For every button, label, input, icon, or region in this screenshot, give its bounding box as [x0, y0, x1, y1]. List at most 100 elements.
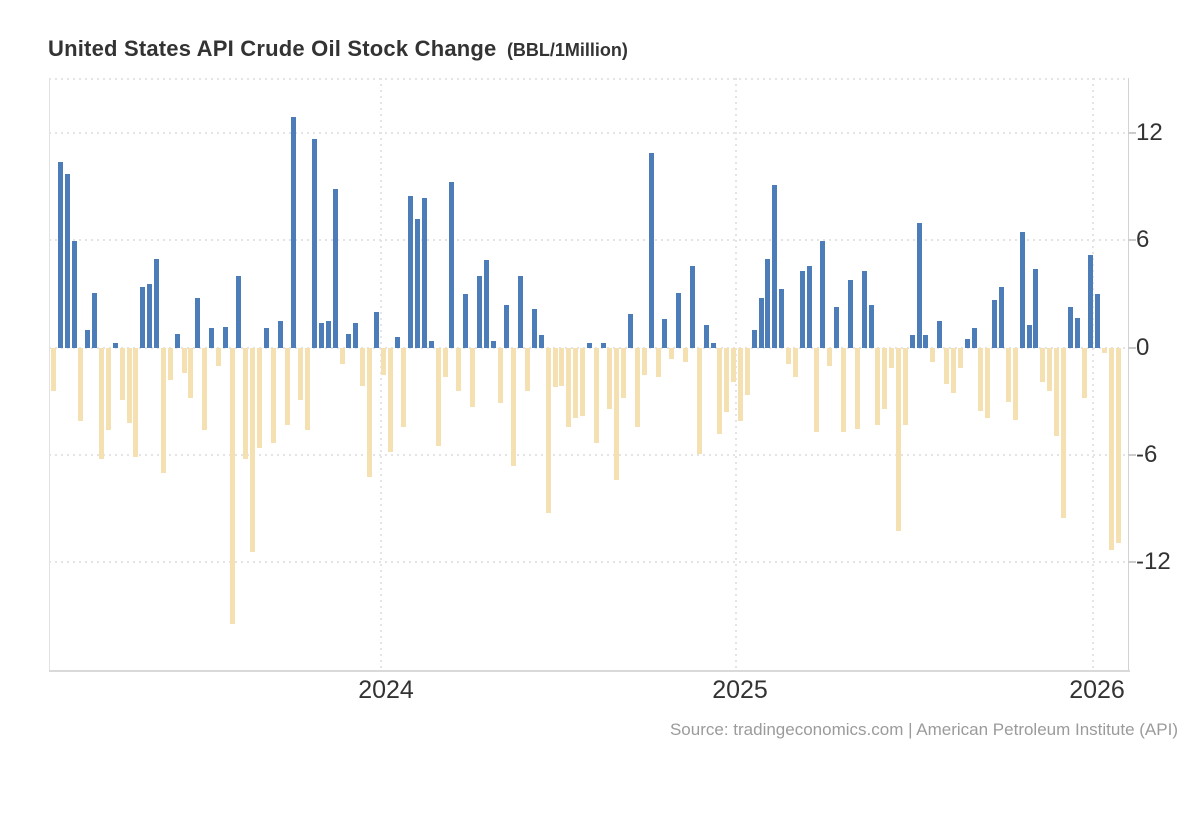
- bar-negative: [202, 348, 208, 431]
- bar-negative: [442, 348, 448, 377]
- bar-negative: [78, 348, 84, 422]
- gridline-0: [49, 347, 1128, 349]
- bar-negative: [985, 348, 991, 418]
- bar-positive: [964, 339, 970, 348]
- bar-negative: [435, 348, 441, 447]
- bar-positive: [490, 340, 496, 348]
- y-axis-label-neg12: -12: [1136, 548, 1171, 575]
- y-tick-12: [1128, 132, 1136, 134]
- bar-positive: [195, 297, 201, 348]
- bar-negative: [215, 348, 221, 366]
- bar-positive: [1095, 294, 1101, 348]
- bar-positive: [263, 328, 269, 348]
- chart-title-units: (BBL/1Million): [506, 40, 628, 60]
- source-attribution: Source: tradingeconomics.com | American …: [669, 720, 1178, 739]
- bar-positive: [600, 342, 606, 348]
- bar-positive: [806, 265, 812, 348]
- bar-positive: [820, 240, 826, 348]
- bar-positive: [1019, 231, 1025, 348]
- bar-positive: [92, 292, 98, 348]
- bar-negative: [614, 348, 620, 481]
- bar-negative: [896, 348, 901, 531]
- y-axis-label-neg6: -6: [1136, 441, 1158, 468]
- bar-negative: [360, 348, 366, 386]
- y-tick-0: [1128, 347, 1136, 349]
- bar-positive: [236, 276, 242, 348]
- bar-negative: [717, 348, 723, 434]
- x-axis-label-2025: 2025: [712, 676, 768, 704]
- bar-positive: [1088, 254, 1094, 348]
- y-tick-neg6: [1128, 454, 1136, 456]
- bar-negative: [51, 348, 56, 391]
- bar-positive: [868, 305, 874, 348]
- bar-positive: [277, 321, 283, 348]
- bar-positive: [834, 306, 840, 348]
- bar-positive: [428, 340, 434, 348]
- bar-negative: [579, 348, 585, 417]
- bar-negative: [696, 348, 702, 454]
- bar-negative: [655, 348, 661, 377]
- bar-positive: [799, 271, 805, 348]
- bar-negative: [105, 348, 111, 431]
- bar-negative: [786, 348, 792, 365]
- bar-positive: [531, 308, 537, 348]
- bar-negative: [99, 348, 105, 459]
- bar-negative: [160, 348, 166, 474]
- bar-negative: [545, 348, 551, 513]
- bar-negative: [621, 348, 627, 399]
- gridline-12: [49, 132, 1128, 134]
- bar-negative: [841, 348, 847, 433]
- bar-negative: [593, 348, 599, 443]
- bar-negative: [380, 348, 386, 375]
- bar-positive: [373, 312, 379, 348]
- bar-negative: [1012, 348, 1018, 420]
- plot-area[interactable]: [49, 78, 1130, 672]
- bar-negative: [957, 348, 963, 368]
- x-axis-label-2024: 2024: [358, 676, 414, 704]
- bar-positive: [662, 319, 668, 348]
- bar-negative: [298, 348, 304, 400]
- bar-negative: [133, 348, 139, 458]
- bar-negative: [497, 348, 503, 404]
- bar-positive: [710, 342, 716, 348]
- bar-positive: [1026, 324, 1032, 348]
- bar-negative: [401, 348, 407, 427]
- bar-negative: [305, 348, 311, 431]
- bar-negative: [573, 348, 579, 418]
- bar-negative: [456, 348, 462, 391]
- bar-positive: [628, 313, 634, 348]
- y-tick-6: [1128, 239, 1136, 241]
- bar-negative: [1081, 348, 1087, 399]
- bar-positive: [504, 305, 510, 348]
- bar-negative: [827, 348, 833, 366]
- bar-positive: [209, 328, 214, 348]
- bar-negative: [559, 348, 565, 386]
- bar-negative: [724, 348, 730, 413]
- bar-negative: [243, 348, 249, 459]
- bar-negative: [387, 348, 393, 452]
- bar-negative: [270, 348, 276, 443]
- bar-positive: [765, 258, 771, 348]
- y-axis-line: [1128, 78, 1129, 670]
- bar-positive: [476, 276, 482, 348]
- bar-negative: [1102, 348, 1108, 354]
- bar-negative: [1005, 348, 1011, 402]
- bar-negative: [1040, 348, 1046, 382]
- bar-positive: [847, 279, 853, 348]
- bar-negative: [284, 348, 290, 425]
- gridline-neg6: [49, 454, 1128, 456]
- bar-negative: [902, 348, 908, 425]
- bar-positive: [346, 333, 352, 348]
- bar-positive: [325, 321, 331, 348]
- bar-positive: [332, 188, 338, 348]
- bar-negative: [126, 348, 132, 424]
- bar-positive: [518, 276, 524, 348]
- bar-positive: [586, 342, 592, 348]
- bar-positive: [483, 260, 489, 348]
- bar-positive: [394, 337, 400, 348]
- plot-left-border: [49, 78, 50, 670]
- bar-negative: [950, 348, 956, 393]
- y-axis-label-6: 6: [1136, 226, 1150, 253]
- gridline-neg12: [49, 561, 1128, 563]
